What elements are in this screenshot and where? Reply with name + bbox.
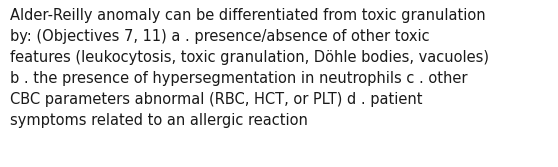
- Text: Alder-Reilly anomaly can be differentiated from toxic granulation
by: (Objective: Alder-Reilly anomaly can be differentiat…: [10, 8, 489, 128]
